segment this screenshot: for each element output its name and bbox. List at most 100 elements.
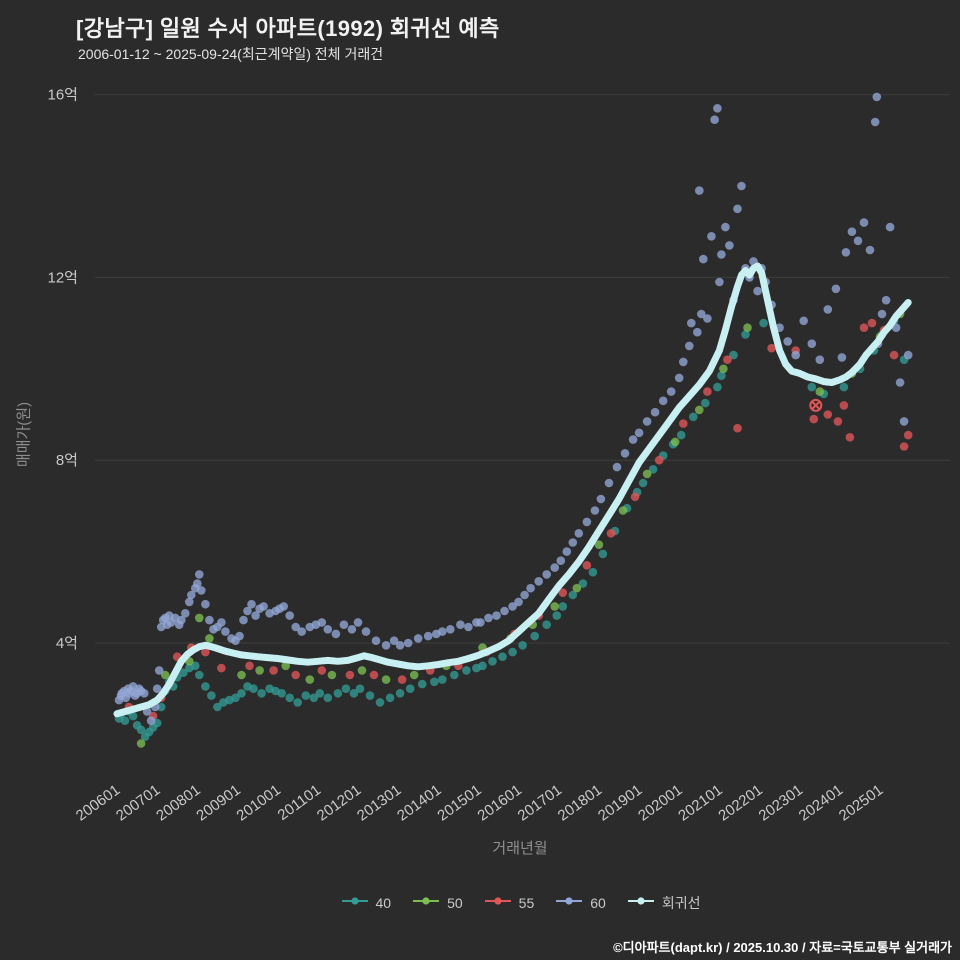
- data-point-40: [213, 702, 222, 712]
- data-point-60: [674, 373, 684, 383]
- data-point-60: [612, 462, 622, 472]
- data-point-60: [715, 277, 724, 287]
- data-point-40: [315, 689, 325, 698]
- data-point-40: [417, 679, 427, 689]
- data-point-60: [217, 618, 226, 627]
- y-tick-label: 4억: [56, 635, 78, 652]
- data-point-50: [695, 405, 704, 415]
- data-point-60: [146, 716, 156, 725]
- data-point-60: [725, 241, 734, 250]
- data-point-40: [237, 689, 246, 698]
- data-point-40: [277, 689, 287, 698]
- data-point-55: [654, 455, 664, 465]
- data-point-60: [484, 613, 493, 623]
- data-point-60: [783, 337, 792, 346]
- data-point-60: [707, 232, 716, 241]
- data-point-55: [269, 666, 278, 675]
- data-point-60: [185, 597, 194, 607]
- legend-swatch-icon: [554, 894, 584, 912]
- data-point-40: [231, 693, 240, 703]
- data-point-50: [195, 613, 204, 623]
- x-tick-label: 200701: [113, 781, 163, 824]
- data-point-60: [389, 636, 399, 645]
- data-point-60: [542, 570, 551, 579]
- data-point-40: [430, 677, 439, 687]
- page-subtitle: 2006-01-12 ~ 2025-09-24(최근계약일) 전체 거래건: [78, 46, 384, 62]
- x-tick-label: 200801: [153, 781, 203, 824]
- data-point-50: [594, 540, 604, 549]
- data-point-60: [899, 417, 909, 426]
- data-point-60: [361, 627, 371, 636]
- data-point-40: [450, 670, 459, 680]
- data-point-60: [247, 599, 256, 609]
- data-point-55: [606, 529, 616, 538]
- data-point-60: [520, 590, 529, 600]
- data-point-55: [317, 666, 327, 675]
- data-point-55: [859, 323, 869, 333]
- data-point-60: [737, 181, 746, 191]
- data-point-60: [221, 627, 230, 636]
- data-point-60: [239, 615, 248, 625]
- data-point-60: [526, 583, 535, 593]
- data-point-60: [347, 625, 357, 634]
- data-point-60: [679, 357, 688, 367]
- data-point-40: [498, 652, 507, 661]
- data-point-60: [628, 435, 638, 444]
- data-point-55: [630, 492, 640, 502]
- data-point-60: [140, 689, 149, 698]
- data-point-50: [281, 661, 291, 671]
- data-point-60: [574, 529, 584, 538]
- data-point-60: [733, 204, 742, 214]
- data-point-60: [831, 284, 841, 294]
- data-point-60: [423, 631, 433, 641]
- x-tick-label: 202401: [796, 781, 846, 824]
- data-point-60: [403, 638, 413, 648]
- data-point-60: [556, 556, 566, 565]
- data-point-40: [729, 350, 738, 360]
- data-point-60: [666, 387, 676, 396]
- data-point-60: [870, 117, 880, 127]
- data-point-40: [578, 579, 588, 588]
- x-axis-title: 거래년월: [492, 840, 548, 857]
- data-point-60: [881, 295, 891, 305]
- data-point-60: [514, 597, 523, 607]
- data-point-40: [120, 716, 130, 725]
- legend-item-60[interactable]: 60: [554, 894, 606, 912]
- data-point-40: [717, 371, 726, 381]
- data-point-55: [345, 670, 355, 680]
- data-point-60: [492, 611, 501, 620]
- legend-item-50[interactable]: 50: [411, 894, 463, 912]
- data-point-55: [903, 430, 913, 440]
- highlight-marker-circle: [809, 398, 823, 412]
- data-point-60: [859, 218, 869, 227]
- data-point-40: [128, 711, 138, 721]
- x-tick-label: 202001: [635, 781, 685, 824]
- data-point-40: [741, 330, 750, 339]
- legend-item-40[interactable]: 40: [340, 894, 391, 912]
- data-point-50: [357, 666, 367, 675]
- data-point-60: [590, 506, 600, 515]
- legend: 40 50 55 60 회귀선: [80, 893, 960, 913]
- legend-item-55[interactable]: 55: [483, 894, 535, 912]
- data-point-40: [689, 412, 698, 422]
- legend-label: 55: [518, 895, 535, 911]
- data-point-60: [500, 606, 509, 616]
- data-point-40: [257, 689, 266, 698]
- legend-item-회귀선[interactable]: 회귀선: [626, 893, 700, 913]
- x-tick-label: 202101: [675, 781, 725, 824]
- data-point-55: [839, 401, 849, 410]
- data-point-55: [845, 433, 855, 442]
- data-point-60: [323, 625, 333, 634]
- data-point-60: [381, 641, 391, 650]
- data-point-60: [279, 602, 289, 611]
- data-point-60: [877, 309, 887, 319]
- data-point-40: [309, 693, 319, 703]
- data-point-60: [642, 417, 652, 426]
- data-point-60: [508, 602, 517, 611]
- data-point-60: [201, 599, 210, 609]
- data-point-60: [687, 318, 696, 328]
- data-point-40: [638, 478, 648, 488]
- legend-swatch-icon: [340, 894, 370, 912]
- data-point-60: [847, 227, 857, 236]
- data-point-40: [323, 693, 333, 703]
